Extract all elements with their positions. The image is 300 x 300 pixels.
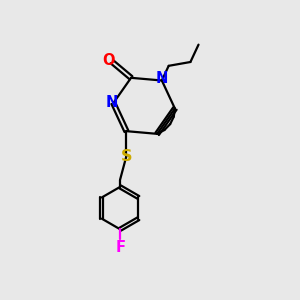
Text: F: F: [115, 240, 125, 255]
Text: S: S: [121, 149, 132, 164]
Text: N: N: [156, 71, 168, 86]
Text: O: O: [102, 53, 115, 68]
Text: N: N: [106, 95, 118, 110]
